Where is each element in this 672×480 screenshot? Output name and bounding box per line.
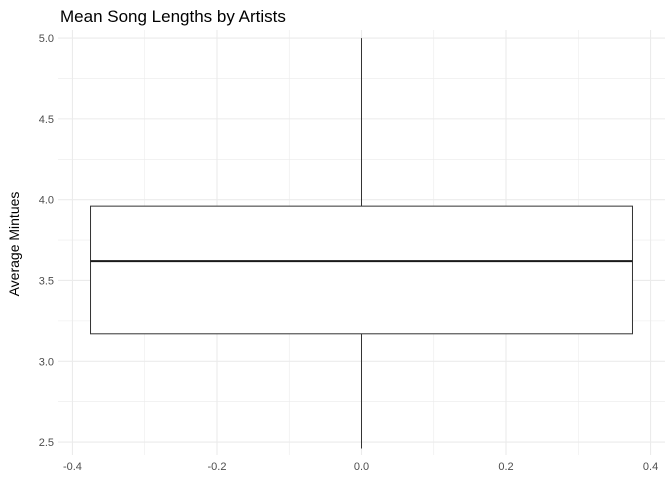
- chart-title: Mean Song Lengths by Artists: [60, 7, 286, 26]
- x-tick-label: 0.0: [354, 461, 369, 473]
- iqr-box: [90, 205, 633, 335]
- y-tick-label: 5.0: [39, 33, 54, 45]
- y-tick-label: 4.0: [39, 195, 54, 207]
- boxplot: [90, 38, 633, 449]
- y-tick-label: 3.0: [39, 356, 54, 368]
- x-tick-label: -0.2: [207, 461, 226, 473]
- y-tick-label: 3.5: [39, 275, 54, 287]
- x-tick-label: 0.2: [498, 461, 513, 473]
- x-tick-label: -0.4: [63, 461, 82, 473]
- y-axis-ticks: 2.5 3.0 3.5 4.0 4.5 5.0: [39, 33, 54, 449]
- y-tick-label: 2.5: [39, 437, 54, 449]
- x-tick-label: 0.4: [643, 461, 658, 473]
- y-tick-label: 4.5: [39, 114, 54, 126]
- x-axis-ticks: -0.4 -0.2 0.0 0.2 0.4: [63, 461, 658, 473]
